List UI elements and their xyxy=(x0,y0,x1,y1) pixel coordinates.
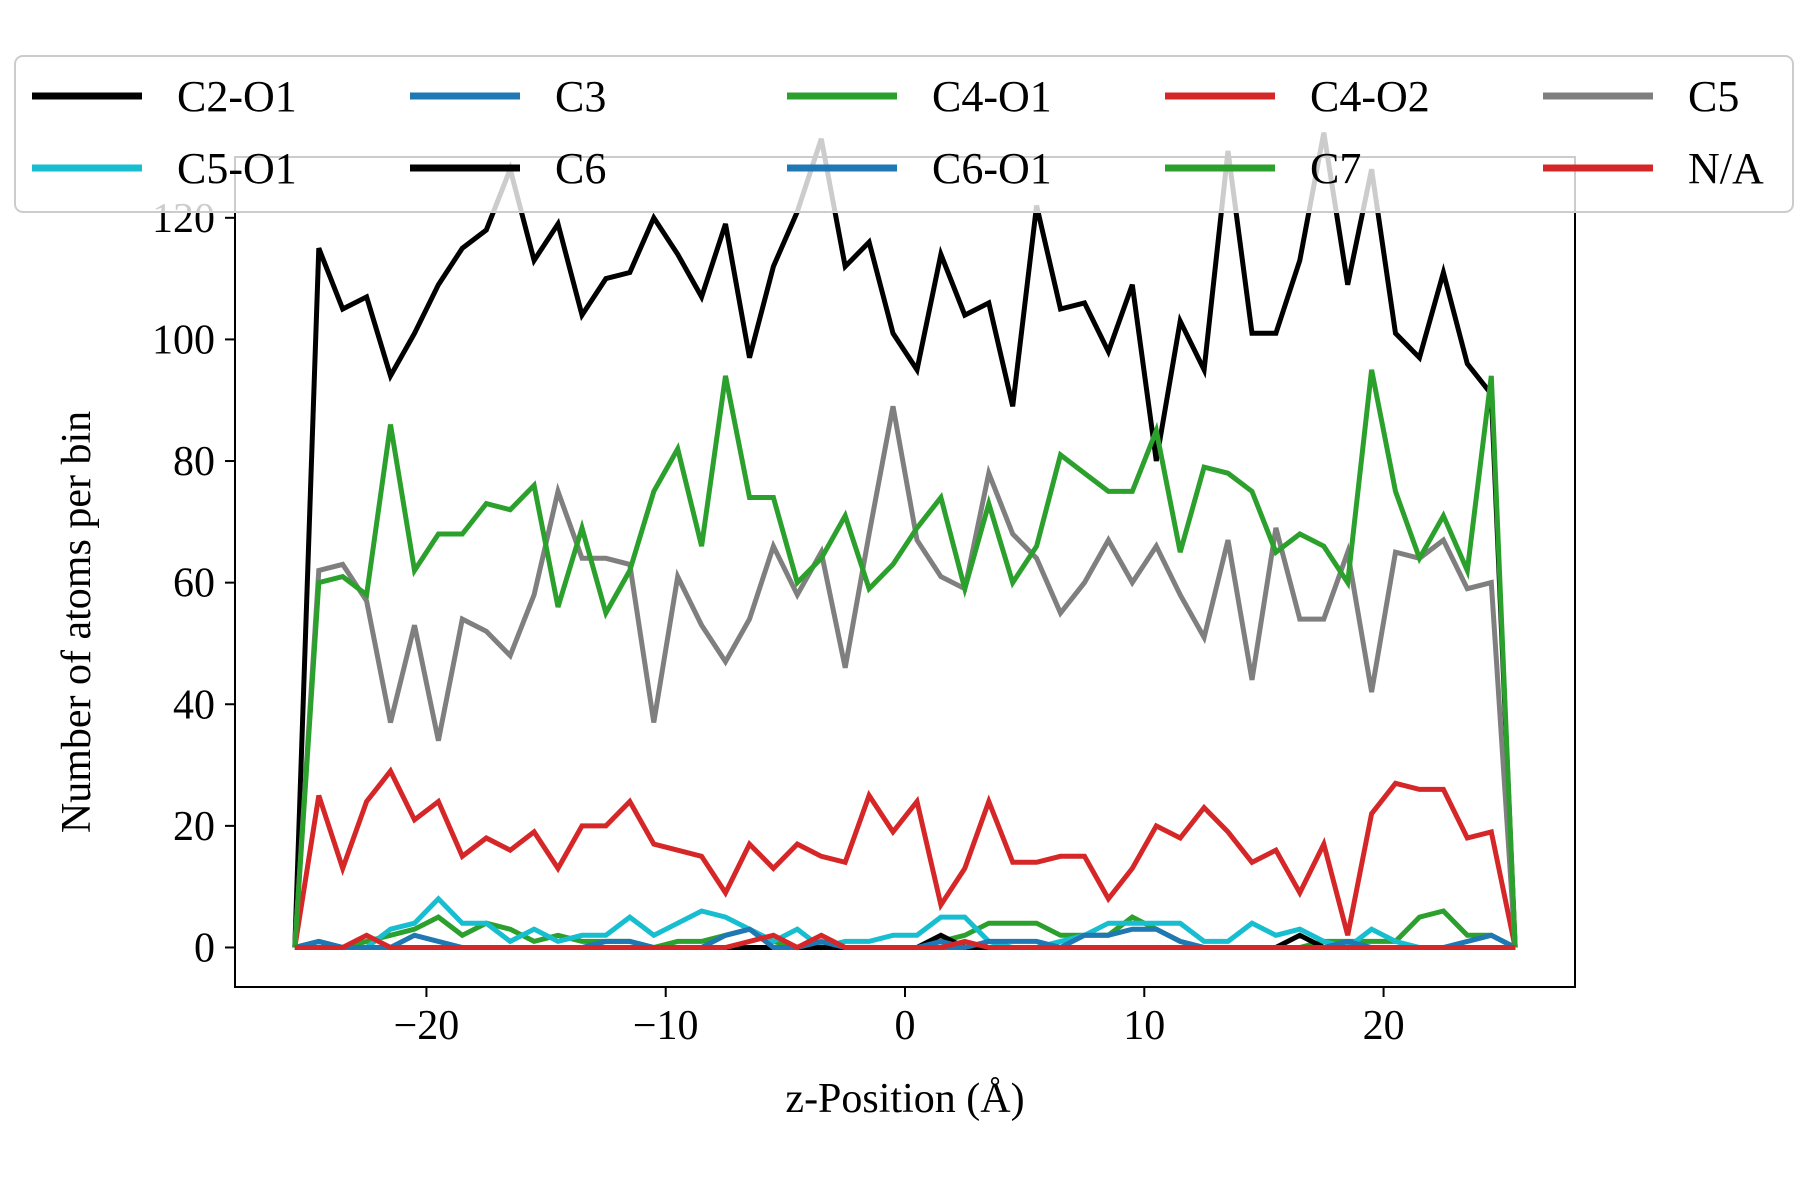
legend-label-n-a: N/A xyxy=(1688,144,1764,193)
legend: C2-O1 C3 C4-O1 C4-O2 C5 C5-O1 C6 C6-O1 C7 N/A xyxy=(14,55,1794,213)
legend-label-c6-o1: C6-O1 xyxy=(932,144,1052,193)
y-axis-label: Number of atoms per bin xyxy=(54,411,100,833)
legend-label-c7: C7 xyxy=(1310,144,1361,193)
x-tick-label: 0 xyxy=(895,1003,916,1049)
y-tick-label: 0 xyxy=(194,925,215,971)
series-line-n-a xyxy=(294,932,1516,951)
y-tick-label: 40 xyxy=(173,682,215,728)
series-line-c4-o2 xyxy=(292,766,1518,949)
legend-items: C2-O1 C3 C4-O1 C4-O2 C5 C5-O1 C6 C6-O1 C7 N/A xyxy=(32,72,1764,193)
series-layer xyxy=(292,132,1518,951)
legend-label-c4-o2: C4-O2 xyxy=(1310,72,1430,121)
legend-label-c5: C5 xyxy=(1688,72,1739,121)
y-tick-label: 60 xyxy=(173,561,215,607)
legend-label-c2-o1: C2-O1 xyxy=(177,72,297,121)
legend-label-c6: C6 xyxy=(555,144,606,193)
x-tick-label: 20 xyxy=(1363,1003,1405,1049)
x-tick-label: −20 xyxy=(394,1003,460,1049)
y-tick-label: 100 xyxy=(152,317,215,363)
x-axis: −20 −10 0 10 20 xyxy=(394,987,1405,1049)
x-tick-label: 10 xyxy=(1123,1003,1165,1049)
series-line-c7 xyxy=(292,369,1518,948)
series-line-c5-o1 xyxy=(294,895,1516,951)
y-tick-label: 80 xyxy=(173,439,215,485)
series-line-c6-o1 xyxy=(294,926,1517,951)
series-line-c5 xyxy=(292,405,1518,948)
legend-label-c3: C3 xyxy=(555,72,606,121)
series-line-c2-o1 xyxy=(292,132,1518,948)
legend-label-c4-o1: C4-O1 xyxy=(932,72,1052,121)
x-axis-label: z-Position (Å) xyxy=(785,1076,1024,1122)
plot-frame xyxy=(234,156,1576,988)
y-tick-label: 20 xyxy=(173,804,215,850)
x-tick-label: −10 xyxy=(633,1003,699,1049)
legend-label-c5-o1: C5-O1 xyxy=(177,144,297,193)
